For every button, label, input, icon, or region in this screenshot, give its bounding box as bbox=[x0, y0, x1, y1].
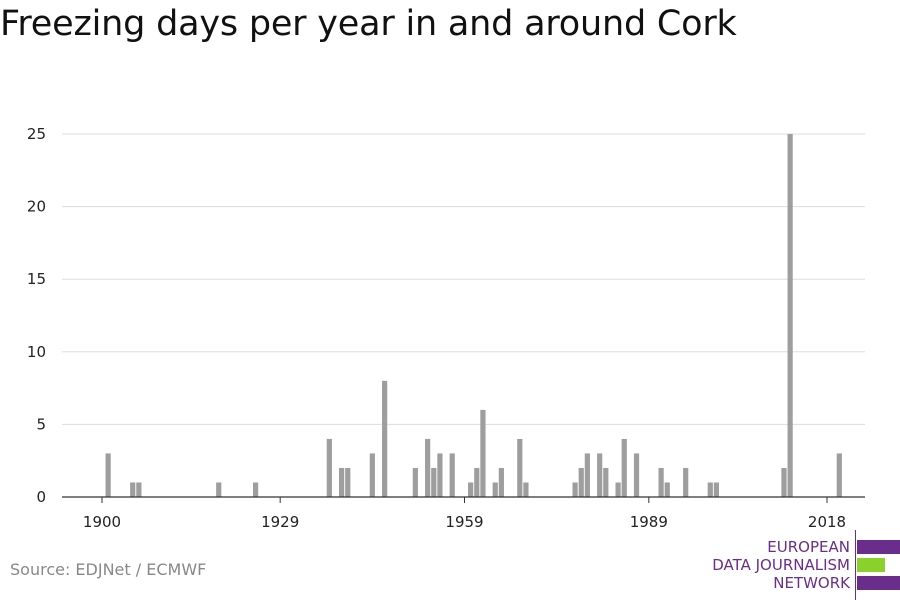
x-tick-label: 2018 bbox=[808, 513, 846, 531]
bar bbox=[523, 482, 529, 497]
bar bbox=[130, 482, 136, 497]
source-note: Source: EDJNet / ECMWF bbox=[10, 560, 207, 579]
bar bbox=[572, 482, 578, 497]
bar bbox=[425, 438, 431, 497]
bar bbox=[105, 453, 111, 497]
bar bbox=[633, 453, 640, 497]
bar bbox=[382, 380, 388, 497]
bar bbox=[658, 467, 664, 497]
bar bbox=[492, 482, 498, 497]
y-tick-label: 10 bbox=[27, 343, 46, 361]
bar bbox=[578, 467, 584, 497]
y-tick-label: 25 bbox=[27, 125, 46, 143]
logo-bar-purple-top bbox=[857, 540, 900, 554]
bar bbox=[326, 438, 332, 497]
bar bbox=[345, 467, 351, 497]
bar bbox=[707, 482, 713, 497]
x-tick-label: 1959 bbox=[445, 513, 483, 531]
bars bbox=[105, 134, 842, 497]
logo-bar-purple-bottom bbox=[857, 576, 900, 590]
bar bbox=[480, 409, 486, 497]
edjnet-logo: EUROPEAN DATA JOURNALISM NETWORK bbox=[700, 530, 900, 600]
y-tick-label: 15 bbox=[27, 270, 46, 288]
bar bbox=[431, 467, 437, 497]
bar bbox=[584, 453, 590, 497]
chart-title: Freezing days per year in and around Cor… bbox=[0, 4, 737, 44]
logo-divider bbox=[855, 530, 856, 600]
x-tick-label: 1929 bbox=[261, 513, 299, 531]
logo-text-line-1: EUROPEAN bbox=[767, 538, 850, 556]
bar bbox=[437, 453, 443, 497]
bar bbox=[468, 482, 474, 497]
bar bbox=[836, 453, 842, 497]
bar bbox=[713, 482, 720, 497]
y-tick-label: 0 bbox=[36, 488, 46, 506]
bar bbox=[339, 467, 345, 497]
bar bbox=[664, 482, 670, 497]
bar bbox=[253, 482, 259, 497]
bar bbox=[603, 467, 609, 497]
logo-text-line-3: NETWORK bbox=[773, 574, 850, 592]
bar bbox=[597, 453, 603, 497]
x-tick-label: 1989 bbox=[630, 513, 668, 531]
x-tick-label: 1900 bbox=[83, 513, 121, 531]
bar bbox=[474, 467, 480, 497]
gridlines bbox=[62, 133, 865, 425]
y-tick-label: 5 bbox=[36, 415, 46, 433]
bar bbox=[369, 453, 375, 497]
bar bbox=[498, 467, 504, 497]
bar bbox=[136, 482, 142, 497]
bar bbox=[683, 467, 689, 497]
bar bbox=[781, 467, 787, 497]
y-tick-label: 20 bbox=[27, 198, 46, 216]
bar bbox=[216, 482, 222, 497]
bar bbox=[621, 438, 627, 497]
axes: 0 5 10 15 20 25 1900 1929 1959 1989 2018 bbox=[27, 125, 865, 531]
bar bbox=[787, 134, 793, 497]
bar bbox=[517, 438, 523, 497]
bar bbox=[449, 453, 455, 497]
bar bbox=[615, 482, 621, 497]
bar bbox=[412, 467, 418, 497]
logo-bar-green bbox=[857, 558, 885, 572]
logo-text-line-2: DATA JOURNALISM bbox=[712, 556, 850, 574]
